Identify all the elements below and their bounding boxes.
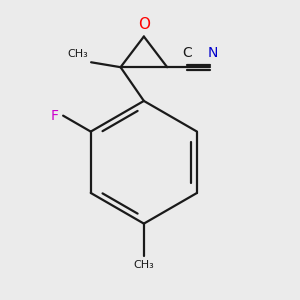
Text: CH₃: CH₃ (134, 260, 154, 270)
Text: F: F (51, 109, 59, 123)
Text: C: C (182, 46, 192, 60)
Text: N: N (208, 46, 218, 60)
Text: CH₃: CH₃ (67, 49, 88, 59)
Text: O: O (138, 16, 150, 32)
